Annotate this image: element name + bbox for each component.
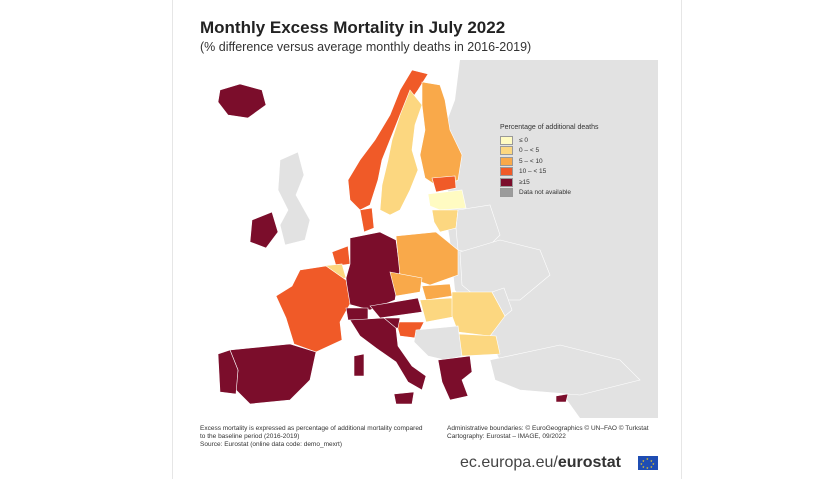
legend-swatch: [500, 188, 513, 198]
region-greece: [437, 355, 473, 401]
legend: Percentage of additional deaths ≤ 0 0 – …: [500, 124, 640, 198]
region-portugal: [217, 349, 239, 395]
region-netherlands: [331, 245, 351, 267]
region-sardinia: [353, 353, 365, 377]
brand-name: eurostat: [557, 454, 621, 471]
region-iceland: [217, 83, 267, 119]
legend-swatch: [500, 177, 513, 187]
legend-item: 5 – < 10: [500, 156, 640, 167]
region-lithuania: [431, 209, 459, 233]
region-spain: [229, 343, 317, 405]
legend-swatch: [500, 167, 513, 177]
legend-item: ≥15: [500, 177, 640, 188]
region-switzerland: [345, 307, 369, 321]
legend-label: 5 – < 10: [519, 157, 543, 165]
region-czechia: [389, 271, 423, 297]
legend-swatch: [500, 156, 513, 166]
map-svg: [217, 60, 658, 418]
region-ukraine: [459, 239, 551, 301]
eurostat-brand[interactable]: ec.europa.eu/eurostat: [460, 454, 621, 472]
eu-flag-icon: ★ ★ ★ ★ ★ ★ ★ ★: [638, 456, 658, 470]
region-denmark: [359, 207, 375, 233]
region-moldova: [491, 287, 513, 317]
footnote-line: Source: Eurostat (online data code: demo…: [200, 441, 342, 448]
legend-label: Data not available: [519, 189, 572, 197]
footnote-line: Excess mortality is expressed as percent…: [200, 425, 423, 432]
region-balkans-non-eu: [413, 325, 463, 361]
region-bulgaria: [457, 333, 501, 357]
footnote-line: to the baseline period (2016-2019): [200, 433, 300, 440]
region-ireland: [249, 211, 279, 249]
region-latvia: [427, 189, 467, 211]
legend-label: ≥15: [519, 178, 530, 186]
region-slovakia: [421, 283, 453, 301]
legend-swatch: [500, 146, 513, 156]
europe-map: [200, 60, 658, 418]
legend-label: 0 – < 5: [519, 147, 540, 155]
region-france: [275, 265, 351, 353]
footnote-line: Administrative boundaries: © EuroGeograp…: [447, 425, 649, 432]
legend-item: Data not available: [500, 188, 640, 199]
region-germany: [345, 231, 401, 311]
legend-swatch: [500, 135, 513, 145]
map-title: Monthly Excess Mortality in July 2022: [200, 18, 506, 37]
legend-title: Percentage of additional deaths: [500, 124, 599, 131]
legend-label: ≤ 0: [519, 136, 528, 144]
region-turkey: [489, 344, 641, 396]
footnote-line: Cartography: Eurostat – IMAGE, 09/2022: [447, 433, 566, 440]
region-uk: [277, 151, 311, 246]
legend-item: 0 – < 5: [500, 146, 640, 157]
footnote-credits: Administrative boundaries: © EuroGeograp…: [447, 425, 677, 441]
footnote-methodology: Excess mortality is expressed as percent…: [200, 425, 430, 449]
legend-item: 10 – < 15: [500, 167, 640, 178]
region-estonia: [431, 175, 457, 193]
region-sicily: [393, 391, 415, 405]
region-austria: [369, 297, 423, 319]
legend-item: ≤ 0: [500, 135, 640, 146]
region-italy: [349, 317, 427, 391]
legend-label: 10 – < 15: [519, 168, 547, 176]
brand-domain: ec.europa.eu/: [460, 454, 558, 471]
region-sweden: [379, 89, 423, 216]
map-subtitle: (% difference versus average monthly dea…: [200, 40, 532, 54]
region-cyprus: [555, 393, 569, 403]
